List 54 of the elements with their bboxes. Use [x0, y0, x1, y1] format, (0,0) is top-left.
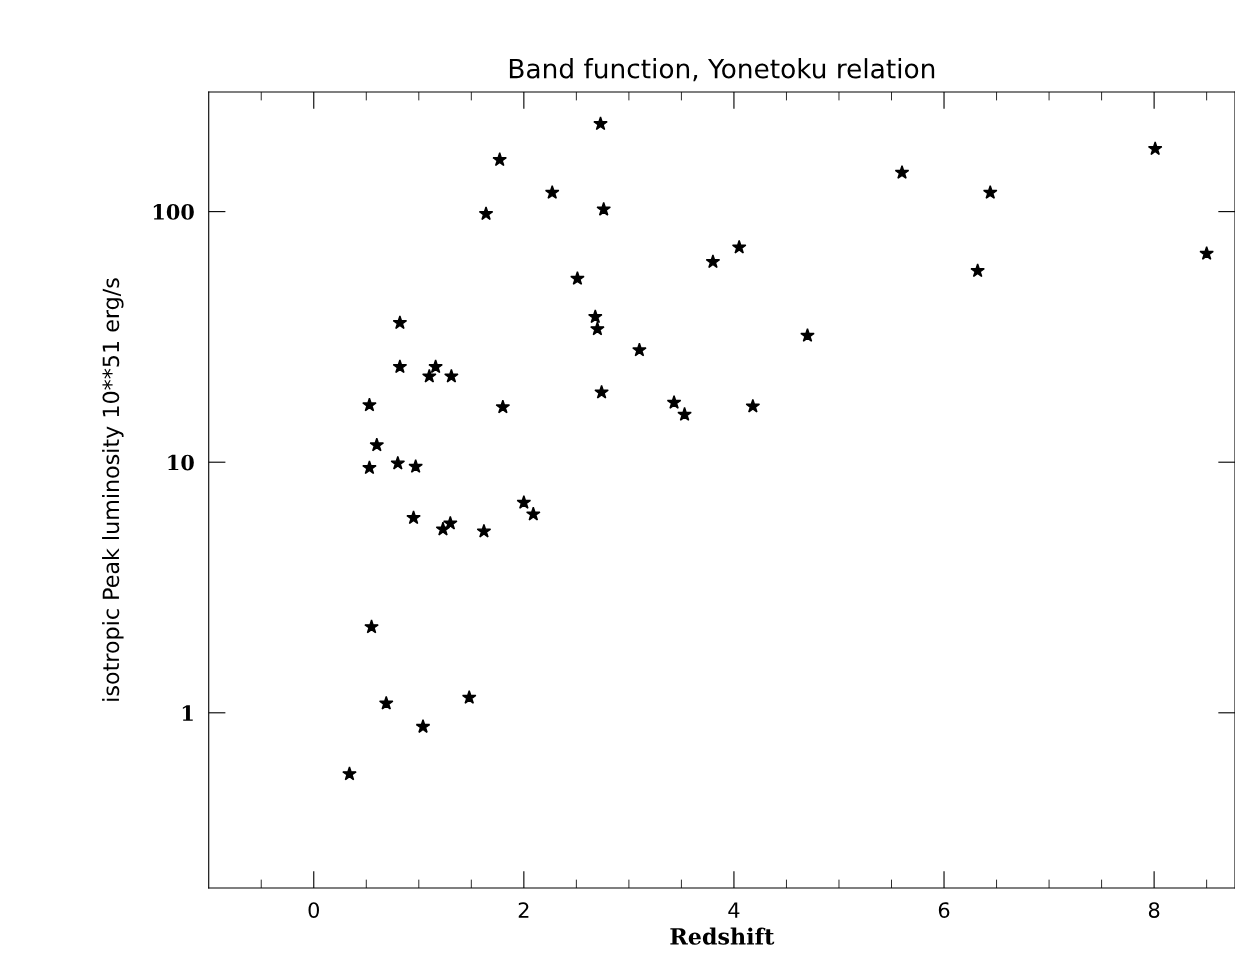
chart-title: Band function, Yonetoku relation [509, 58, 935, 82]
point [570, 271, 585, 285]
point [444, 368, 459, 383]
point [415, 719, 431, 734]
point [362, 460, 377, 475]
point [982, 185, 998, 199]
point [632, 342, 647, 357]
point [593, 116, 608, 131]
point [677, 406, 692, 421]
point [378, 695, 394, 710]
point [362, 397, 377, 412]
point [435, 521, 451, 536]
point [596, 201, 611, 216]
point [516, 494, 532, 509]
point [492, 152, 507, 167]
point [364, 619, 379, 634]
point [705, 254, 721, 269]
x-tick-label: 4 [728, 902, 740, 918]
x-tick-label: 6 [938, 902, 950, 918]
point [369, 437, 385, 452]
x-tick-label: 8 [1148, 902, 1160, 918]
y-tick-label: 1 [182, 705, 193, 721]
x-tick-label: 2 [518, 902, 529, 918]
point [800, 327, 815, 342]
point [745, 398, 761, 413]
point [461, 689, 477, 704]
point [342, 766, 357, 781]
point [392, 359, 408, 374]
point [587, 309, 603, 324]
point [590, 321, 605, 336]
point [476, 523, 492, 538]
point [526, 506, 541, 521]
y-tick-label: 100 [153, 204, 194, 220]
point [478, 206, 494, 221]
point [1199, 245, 1214, 260]
point [406, 510, 421, 525]
point [408, 459, 423, 473]
point [731, 239, 747, 254]
x-axis-title: Redshift [670, 927, 775, 945]
point [666, 394, 682, 409]
point [1147, 141, 1163, 156]
point [594, 384, 609, 399]
point [443, 515, 458, 530]
point [544, 185, 560, 199]
point [970, 263, 985, 278]
point [894, 165, 910, 179]
y-axis-title: isotropic Peak luminosity 10**51 erg/s [102, 278, 124, 701]
y-tick-label: 10 [168, 454, 194, 471]
x-tick-label: 0 [308, 902, 319, 918]
point [422, 368, 437, 383]
point [495, 399, 511, 414]
point [390, 455, 406, 470]
point [392, 315, 408, 330]
point [428, 359, 443, 374]
